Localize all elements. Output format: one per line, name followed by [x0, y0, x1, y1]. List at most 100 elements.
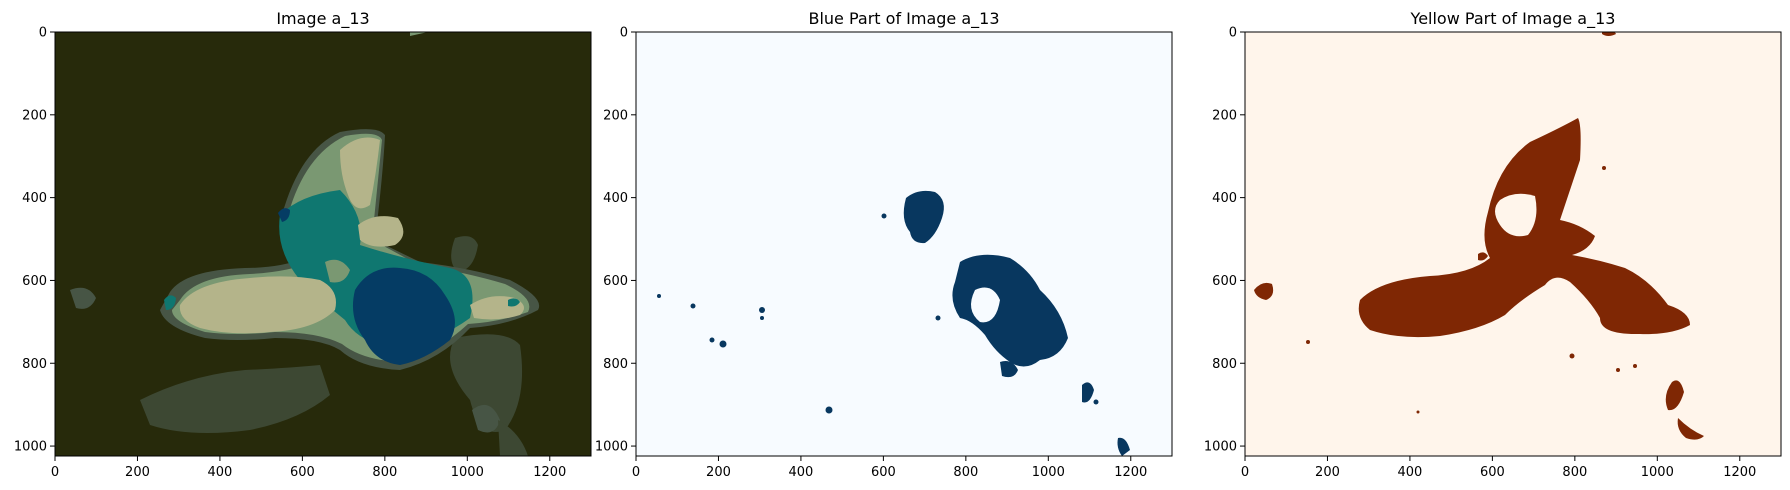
y-tick-label: 200	[1212, 108, 1237, 123]
yellow-blob	[1677, 418, 1704, 440]
blue-speck	[825, 406, 833, 414]
yellow-speck	[1416, 410, 1420, 414]
blue-blob	[1082, 382, 1094, 403]
blue-speck	[759, 307, 765, 313]
panel-yellow-axes: 0 200 400 600 800 1000 1200 0 200 400 600 800 1000	[1204, 26, 1756, 481]
blue-speck	[709, 337, 715, 343]
yellow-blob	[1254, 282, 1274, 300]
blue-speck	[657, 294, 661, 298]
panel-original: Image a_13	[14, 9, 592, 481]
blue-hole	[971, 287, 1000, 323]
blue-blob	[1000, 361, 1018, 378]
yellow-speck	[1306, 340, 1310, 344]
y-tick-label: 800	[603, 357, 628, 372]
blue-blob	[952, 254, 1068, 367]
noise-region	[450, 334, 523, 432]
object-khaki	[358, 216, 404, 247]
x-tick-label: 600	[290, 465, 315, 480]
blue-blob	[1117, 437, 1130, 456]
x-tick-label: 1000	[451, 465, 484, 480]
y-tick-label: 1000	[595, 440, 628, 455]
yellow-speck	[1602, 166, 1606, 170]
x-tick-label: 0	[51, 465, 59, 480]
panel-blue: Blue Part of Image a_13	[595, 9, 1173, 481]
x-tick-label: 1200	[1114, 465, 1147, 480]
blue-speck	[935, 315, 941, 321]
yellow-speck	[1633, 364, 1637, 368]
x-tick-label: 600	[871, 465, 896, 480]
yellow-speck	[1569, 353, 1575, 359]
x-tick-label: 1000	[1641, 465, 1674, 480]
blue-speck	[881, 213, 887, 219]
x-tick-label: 800	[953, 465, 978, 480]
blue-speck	[760, 316, 764, 320]
object-khaki	[179, 276, 336, 334]
y-tick-label: 200	[603, 108, 628, 123]
object-teal	[164, 295, 176, 310]
panel-blue-image	[636, 32, 1172, 456]
x-tick-label: 800	[1562, 465, 1587, 480]
x-tick-label: 0	[1241, 465, 1249, 480]
x-tick-label: 200	[125, 465, 150, 480]
yellow-blob	[1602, 32, 1616, 36]
panel-blue-frame	[635, 31, 1173, 457]
x-tick-label: 600	[1480, 465, 1505, 480]
noise-region	[140, 365, 330, 434]
yellow-blob	[1665, 380, 1684, 411]
yellow-hole	[1495, 193, 1537, 237]
y-tick-label: 800	[22, 357, 47, 372]
object-sage	[410, 32, 428, 36]
panel-original-frame	[54, 31, 592, 457]
y-tick-label: 200	[22, 108, 47, 123]
x-tick-label: 1200	[533, 465, 566, 480]
panel-blue-title: Blue Part of Image a_13	[808, 9, 999, 29]
x-tick-label: 400	[1398, 465, 1423, 480]
y-tick-label: 600	[22, 274, 47, 289]
y-tick-label: 1000	[14, 440, 47, 455]
blue-speck	[1093, 399, 1099, 405]
panel-original-title: Image a_13	[276, 9, 369, 29]
panel-yellow-frame	[1244, 31, 1782, 457]
blue-blob	[903, 190, 944, 244]
noise-region	[472, 404, 500, 433]
y-tick-label: 600	[1212, 274, 1237, 289]
x-tick-label: 400	[208, 465, 233, 480]
object-navy	[278, 208, 290, 222]
y-tick-label: 600	[603, 274, 628, 289]
panel-original-axes: 0 200 400 600 800 1000 1200 0 200 400 600 800 1000	[14, 26, 566, 481]
blue-speck	[719, 340, 727, 348]
yellow-blob	[1478, 252, 1488, 261]
panel-yellow: Yellow Part of Image a_13 0 200 400 600 800 1…	[1204, 9, 1782, 481]
y-tick-label: 800	[1212, 357, 1237, 372]
object-teal	[508, 298, 520, 307]
y-tick-label: 400	[22, 191, 47, 206]
x-tick-label: 800	[372, 465, 397, 480]
panel-blue-axes: 0 200 400 600 800 1000 1200 0 200 400 600 800 1000	[595, 26, 1147, 481]
x-tick-label: 1000	[1032, 465, 1065, 480]
panel-yellow-title: Yellow Part of Image a_13	[1410, 9, 1616, 29]
panel-original-image	[55, 32, 591, 456]
y-tick-label: 0	[1229, 26, 1237, 41]
panel-yellow-image	[1245, 32, 1781, 456]
y-tick-label: 400	[603, 191, 628, 206]
x-tick-label: 400	[789, 465, 814, 480]
blue-speck	[690, 303, 696, 309]
y-tick-label: 0	[620, 26, 628, 41]
noise-region	[498, 420, 528, 456]
object-khaki	[340, 137, 380, 209]
noise-region	[70, 287, 96, 309]
blue-mask	[657, 190, 1130, 456]
x-tick-label: 200	[706, 465, 731, 480]
noise-region	[451, 236, 478, 272]
y-tick-label: 1000	[1204, 440, 1237, 455]
x-tick-label: 0	[632, 465, 640, 480]
object-navy	[352, 267, 455, 365]
y-tick-label: 400	[1212, 191, 1237, 206]
object-sage-inner	[325, 259, 350, 283]
yellow-speck	[1616, 368, 1620, 372]
x-tick-label: 200	[1315, 465, 1340, 480]
y-tick-label: 0	[39, 26, 47, 41]
x-tick-label: 1200	[1723, 465, 1756, 480]
yellow-mask	[1254, 32, 1704, 440]
